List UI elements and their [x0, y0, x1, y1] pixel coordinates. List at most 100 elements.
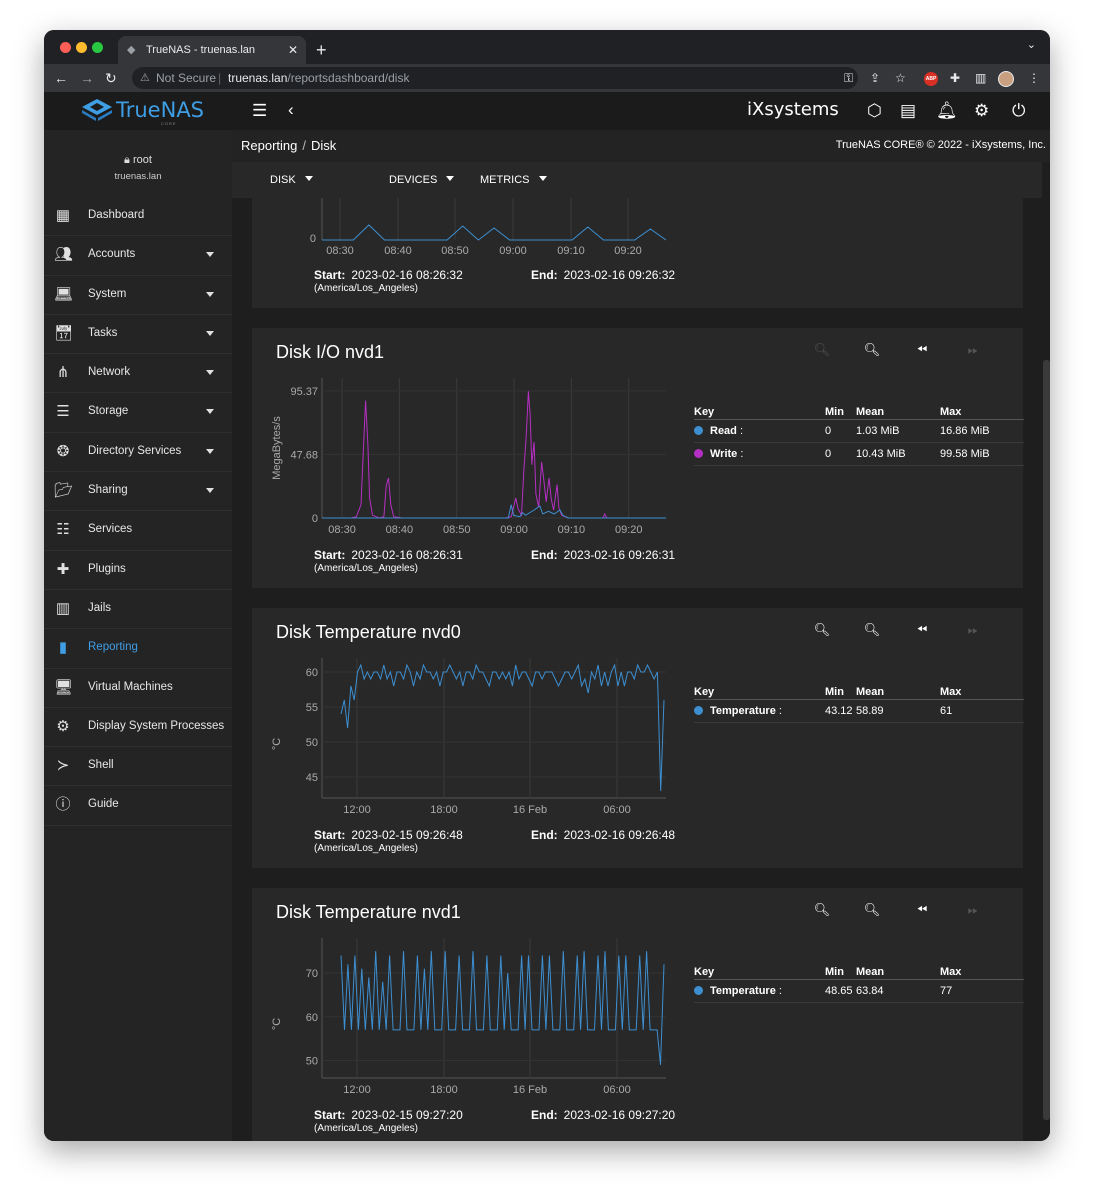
zoom-out-icon[interactable]: 🔍︎	[863, 622, 881, 637]
metrics-dropdown[interactable]: METRICS	[480, 174, 547, 186]
close-tab-icon[interactable]: ✕	[287, 43, 298, 57]
address-bar[interactable]: ⚠ Not Secure | truenas.lan/reportsdashbo…	[132, 67, 858, 89]
sidebar-item-storage[interactable]: ☰ Storage	[44, 393, 232, 433]
notifications-bell-icon[interactable]: 🔔︎	[936, 101, 958, 120]
series-name-colon: :	[775, 705, 782, 717]
start-range: Start: 2023-02-15 09:26:48	[314, 828, 463, 842]
caret-down-icon[interactable]	[206, 330, 214, 336]
warning-icon: ⚠	[140, 72, 150, 84]
browser-tab[interactable]: ◆ TrueNAS - truenas.lan ✕	[118, 36, 306, 64]
close-window-button[interactable]	[60, 42, 71, 53]
zoom-in-icon[interactable]: 🔍︎	[813, 342, 831, 357]
legend-row[interactable]: Temperature : 43.12 58.89 61	[694, 700, 1024, 723]
step-forward-icon[interactable]: ⏩︎	[967, 622, 979, 637]
caret-down-icon[interactable]	[206, 488, 214, 494]
breadcrumb-reporting[interactable]: Reporting	[241, 138, 298, 153]
share-icon[interactable]: ⇪	[870, 71, 881, 85]
timezone: (America/Los_Angeles)	[314, 563, 418, 574]
reload-icon[interactable]: ↻	[105, 70, 117, 86]
caret-down-icon[interactable]	[206, 409, 214, 415]
disk-dropdown[interactable]: DISK	[270, 174, 313, 186]
sidebar-item-reporting[interactable]: ▮ Reporting	[44, 629, 232, 669]
adblock-extension-icon[interactable]: ABP	[924, 72, 938, 86]
series-name: Temperature	[710, 705, 776, 717]
zoom-in-icon[interactable]: 🔍︎	[813, 622, 831, 637]
start-value: 2023-02-16 08:26:31	[351, 548, 463, 562]
y-tick-label: 60	[306, 667, 318, 679]
end-value: 2023-02-16 09:26:31	[563, 548, 676, 562]
extensions-puzzle-icon[interactable]: ✚	[950, 71, 961, 85]
legend-row[interactable]: Write : 0 10.43 MiB 99.58 MiB	[694, 443, 1024, 466]
timezone: (America/Los_Angeles)	[314, 1123, 418, 1134]
devices-dropdown[interactable]: DEVICES	[389, 174, 455, 186]
caret-down-icon[interactable]	[206, 448, 214, 454]
key-icon[interactable]: ⚿	[844, 71, 854, 85]
maximize-window-button[interactable]	[92, 42, 103, 53]
step-forward-icon[interactable]: ⏩︎	[967, 342, 979, 357]
sidebar-item-network[interactable]: ⋔ Network	[44, 354, 232, 394]
minimize-window-button[interactable]	[76, 42, 87, 53]
back-arrow-icon[interactable]: ←	[54, 70, 68, 86]
sidebar-item-accounts[interactable]: 👥︎ Accounts	[44, 236, 232, 276]
new-tab-button[interactable]: +	[316, 40, 327, 60]
tab-title: TrueNAS - truenas.lan	[146, 44, 256, 56]
app-header: TrueNAS CORE ☰ ‹ iXsystems ⬡ ▤ 🔔︎ ⚙ ⏻	[44, 92, 1050, 130]
sidebar-item-jails[interactable]: ▥ Jails	[44, 590, 232, 630]
legend-header-cell: Mean	[856, 406, 885, 418]
truecommand-icon[interactable]: ⬡	[867, 101, 882, 120]
devices-dropdown-label: DEVICES	[389, 174, 438, 186]
bookmark-star-icon[interactable]: ☆	[895, 71, 906, 85]
truenas-logo[interactable]: TrueNAS CORE	[82, 97, 204, 126]
power-icon[interactable]: ⏻	[1012, 101, 1026, 120]
breadcrumb-disk: Disk	[311, 138, 337, 153]
sidebar-item-virtual-machines[interactable]: 🖥︎ Virtual Machines	[44, 669, 232, 708]
series-color-dot	[694, 986, 703, 995]
step-back-icon[interactable]: ⏪︎	[916, 622, 928, 637]
zoom-out-icon[interactable]: 🔍︎	[863, 902, 881, 917]
sidebar-item-shell[interactable]: ≻ Shell	[44, 747, 232, 787]
legend-max: 61	[940, 705, 953, 717]
step-back-icon[interactable]: ⏪︎	[916, 342, 928, 357]
url-path: /reportsdashboard/disk	[287, 71, 410, 85]
series-line-write	[322, 391, 666, 519]
chevron-left-icon[interactable]: ‹	[288, 100, 294, 119]
end-label: End:	[531, 1108, 558, 1122]
menu-toggle-icon[interactable]: ☰	[252, 101, 268, 120]
legend-row[interactable]: Temperature : 48.65 63.84 77	[694, 980, 1024, 1003]
ixsystems-logo[interactable]: iXsystems	[747, 99, 839, 120]
caret-down-icon[interactable]	[206, 291, 214, 297]
zoom-in-icon[interactable]: 🔍︎	[813, 902, 831, 917]
sidebar-item-guide[interactable]: ⓘ Guide	[44, 786, 232, 826]
scrollbar[interactable]	[1043, 360, 1050, 1120]
sidebar-nav: ▦ Dashboard 👥︎ Accounts 💻︎ System 📅︎ Tasks ⋔ Netw…	[44, 197, 232, 826]
directory-icon: ❂	[56, 442, 70, 460]
sidebar-item-system[interactable]: 💻︎ System	[44, 276, 232, 315]
legend-row[interactable]: Read : 0 1.03 MiB 16.86 MiB	[694, 420, 1024, 443]
sidebar-item-tasks[interactable]: 📅︎ Tasks	[44, 315, 232, 355]
step-forward-icon[interactable]: ⏩︎	[967, 902, 979, 917]
sidebar-item-display-system-processes[interactable]: ⚙ Display System Processes	[44, 708, 232, 748]
task-manager-icon[interactable]: ▤	[900, 101, 917, 120]
processes-icon: ⚙	[56, 717, 70, 735]
profile-avatar[interactable]	[998, 71, 1014, 87]
end-range: End: 2023-02-16 09:26:48	[531, 828, 675, 842]
accounts-icon: 👥︎	[54, 246, 74, 264]
settings-gear-icon[interactable]: ⚙	[974, 101, 990, 120]
browser-menu-icon[interactable]: ⋮	[1028, 71, 1040, 85]
forward-arrow-icon[interactable]: →	[80, 70, 94, 86]
sidebar-item-plugins[interactable]: ✚ Plugins	[44, 551, 232, 590]
step-back-icon[interactable]: ⏪︎	[916, 902, 928, 917]
x-tick-label: 09:20	[614, 245, 642, 257]
x-tick-label: 08:40	[384, 245, 412, 257]
chart-legend: Key Min Mean Max Temperature : 48.65 63.84 77	[694, 966, 1024, 1003]
caret-down-icon[interactable]	[206, 370, 214, 376]
side-panel-icon[interactable]: ▥	[975, 71, 987, 85]
info-icon: ⓘ	[55, 796, 71, 814]
sidebar-item-directory-services[interactable]: ❂ Directory Services	[44, 433, 232, 473]
sidebar-item-services[interactable]: ☷ Services	[44, 511, 232, 551]
sidebar-item-dashboard[interactable]: ▦ Dashboard	[44, 197, 232, 237]
sidebar-item-sharing[interactable]: 📂︎ Sharing	[44, 472, 232, 512]
caret-down-icon[interactable]	[206, 252, 214, 258]
tab-search-icon[interactable]: ⌄	[1026, 39, 1036, 51]
zoom-out-icon[interactable]: 🔍︎	[863, 342, 881, 357]
